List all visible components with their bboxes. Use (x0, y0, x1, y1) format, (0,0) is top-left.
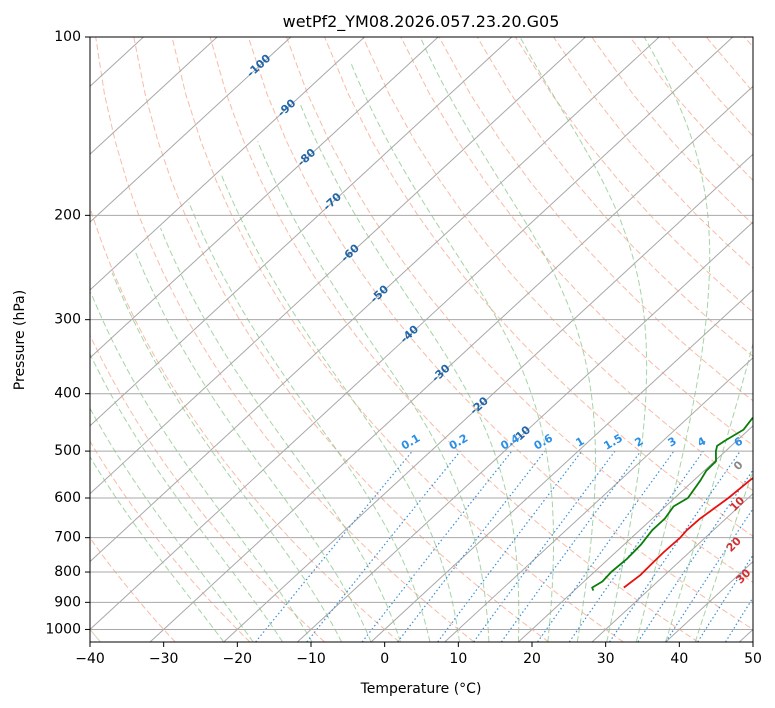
moist-adiabat-line (419, 37, 596, 642)
isotherm-line (149, 85, 753, 642)
y-tick-label: 1000 (45, 621, 81, 637)
y-tick-label: 800 (54, 564, 81, 580)
moist-adiabat-line (160, 227, 401, 642)
plot-background (90, 37, 753, 642)
dry-adiabat-line (286, 37, 753, 584)
y-tick-label: 900 (54, 594, 81, 610)
mixing-ratio-line (697, 553, 753, 642)
moist-adiabat-line (349, 61, 554, 642)
y-tick-label: 300 (54, 312, 81, 328)
mixing-ratio-line (754, 451, 775, 642)
mixing-ratio-line (637, 468, 753, 642)
dewpoint-line (591, 416, 753, 591)
isotherm-line (90, 37, 513, 427)
mixing-ratio-line (500, 450, 642, 642)
adiabat-label: 40 (748, 593, 768, 613)
dry-adiabat-line (90, 537, 176, 642)
isotherm-line (90, 37, 292, 223)
moist-adiabat-line (188, 201, 431, 642)
moist-adiabat-line (519, 37, 648, 642)
dry-adiabat-line (209, 37, 699, 642)
x-tick-label: −10 (296, 651, 326, 667)
dry-adiabat-line (171, 37, 624, 642)
isotherm-line (444, 357, 753, 642)
isotherm-line (591, 492, 753, 642)
isotherm-line (90, 37, 218, 155)
mixing-ratio-line (306, 450, 461, 642)
isotherm-line (223, 153, 753, 642)
temperature-line (623, 476, 753, 589)
dry-adiabat-line (400, 37, 753, 447)
y-tick-label: 200 (54, 207, 81, 223)
moist-adiabat-line (299, 104, 520, 642)
mixing-ratio-line (609, 450, 741, 642)
dry-adiabat-line (438, 37, 753, 402)
isotherm-line (297, 221, 753, 642)
y-tick-label: 600 (54, 490, 81, 506)
isotherm-line (90, 37, 365, 291)
moist-adiabat-line (134, 251, 372, 642)
x-tick-label: 20 (523, 651, 541, 667)
x-tick-label: 40 (670, 651, 688, 667)
x-axis-label: Temperature (°C) (360, 681, 482, 697)
mixing-ratio-line (437, 450, 583, 642)
y-tick-label: 500 (54, 443, 81, 459)
dry-adiabat-line (324, 37, 753, 537)
mixing-ratio-line (568, 450, 704, 642)
x-tick-label: −40 (75, 651, 105, 667)
dry-adiabat-line (133, 37, 549, 642)
x-tick-label: 30 (597, 651, 615, 667)
mixing-ratio-line (665, 507, 753, 642)
x-tick-label: 0 (380, 651, 389, 667)
mixing-ratio-line (255, 450, 413, 642)
mixing-ratio-label: 8 (758, 435, 771, 450)
dry-adiabat-line (90, 440, 251, 642)
moist-adiabat-line (220, 173, 460, 642)
isotherm-line (370, 289, 753, 642)
y-tick-label: 100 (54, 29, 81, 45)
chart-title: wetPf2_YM08.2026.057.23.20.G05 (283, 12, 560, 32)
dry-adiabat-line (90, 334, 325, 642)
x-tick-label: −30 (149, 651, 179, 667)
isotherm-line (90, 37, 660, 563)
y-tick-label: 400 (54, 386, 81, 402)
isotherm-line (0, 37, 70, 642)
isotherm-line (90, 37, 586, 495)
moist-adiabat-line (111, 272, 343, 642)
y-tick-label: 700 (54, 530, 81, 546)
moist-adiabat-line (694, 469, 753, 642)
plot-frame (89, 36, 754, 643)
x-tick-label: 10 (449, 651, 467, 667)
x-axis-ticks: −40 −30 −20 −10 0 10 20 30 40 50 (75, 642, 762, 667)
background-lines (0, 37, 775, 642)
y-axis-label: Pressure (hPa) (12, 290, 28, 390)
y-axis-ticks: 100 200 300 400 500 600 700 800 900 1000 (45, 29, 90, 637)
isotherm-line (90, 37, 439, 359)
moist-adiabat-line (90, 407, 254, 642)
isotherm-line (518, 425, 753, 642)
profile-series (591, 416, 753, 591)
dry-adiabat-line (247, 37, 753, 630)
x-tick-label: −20 (223, 651, 253, 667)
mixing-ratio-line (473, 450, 616, 642)
dry-adiabat-line (514, 37, 753, 313)
pressure-gridlines (90, 37, 753, 630)
isotherm-line (90, 37, 734, 631)
x-tick-label: 50 (744, 651, 762, 667)
mixing-ratio-line (537, 450, 675, 642)
dry-adiabat-line (95, 37, 475, 642)
moist-adiabat-line (90, 455, 225, 642)
